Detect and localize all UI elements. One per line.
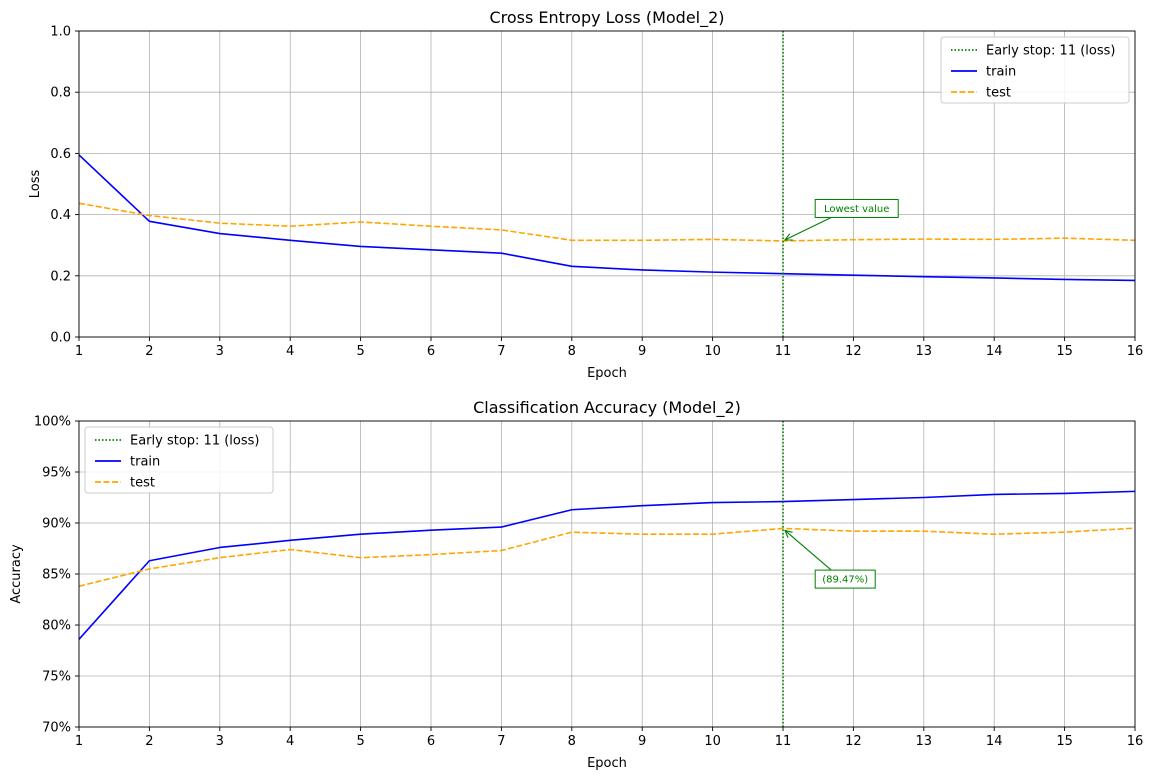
annotation-arrow bbox=[784, 529, 832, 571]
x-tick-label: 10 bbox=[704, 734, 721, 749]
x-tick-label: 15 bbox=[1056, 734, 1073, 749]
legend: Early stop: 11 (loss) train test bbox=[940, 36, 1130, 104]
x-tick-label: 13 bbox=[916, 734, 933, 749]
x-tick-label: 14 bbox=[986, 734, 1003, 749]
y-axis-label: Accuracy bbox=[9, 544, 24, 604]
x-tick-label: 9 bbox=[638, 734, 646, 749]
x-tick-label: 15 bbox=[1056, 344, 1073, 359]
y-tick-label: 0.2 bbox=[50, 269, 71, 284]
x-tick-label: 8 bbox=[568, 344, 576, 359]
x-tick-label: 3 bbox=[216, 734, 224, 749]
legend-item-test-label: test bbox=[130, 476, 155, 491]
x-tick-label: 6 bbox=[427, 344, 435, 359]
x-tick-label: 11 bbox=[775, 734, 792, 749]
y-tick-label: 100% bbox=[34, 415, 71, 430]
x-tick-label: 11 bbox=[775, 344, 792, 359]
x-tick-label: 3 bbox=[216, 344, 224, 359]
legend-item-early-stop-label: Early stop: 11 (loss) bbox=[986, 44, 1115, 59]
annotation-box bbox=[814, 198, 899, 218]
y-tick-label: 0.6 bbox=[50, 147, 71, 162]
x-tick-label: 16 bbox=[1127, 734, 1144, 749]
x-tick-label: 2 bbox=[145, 734, 153, 749]
x-tick-label: 4 bbox=[286, 734, 294, 749]
legend-item-train-label: train bbox=[986, 65, 1016, 80]
y-tick-label: 90% bbox=[42, 517, 71, 532]
x-tick-label: 2 bbox=[145, 344, 153, 359]
annotation-arrow bbox=[784, 216, 832, 241]
y-axis-label: Loss bbox=[28, 170, 43, 199]
x-tick-label: 1 bbox=[75, 344, 83, 359]
annotation-arrowhead bbox=[784, 529, 793, 538]
x-tick-label: 12 bbox=[845, 734, 862, 749]
x-tick-label: 5 bbox=[356, 344, 364, 359]
legend-item-early-stop-label: Early stop: 11 (loss) bbox=[130, 434, 259, 449]
x-tick-label: 9 bbox=[638, 344, 646, 359]
y-tick-label: 0.0 bbox=[50, 331, 71, 346]
x-tick-label: 12 bbox=[845, 344, 862, 359]
x-tick-label: 5 bbox=[356, 734, 364, 749]
series-line-train bbox=[78, 490, 1136, 640]
plot-frame bbox=[78, 30, 1136, 338]
chart-1: 1 2 3 4 5 6 7 8 9 10 11 12 13 14 15 160.00.20.40.60.81.… bbox=[28, 8, 1143, 381]
y-tick-label: 0.8 bbox=[50, 86, 71, 101]
x-axis-label: Epoch bbox=[587, 756, 627, 771]
x-tick-label: 13 bbox=[916, 344, 933, 359]
y-tick-label: 70% bbox=[42, 721, 71, 736]
x-tick-label: 14 bbox=[986, 344, 1003, 359]
x-tick-label: 7 bbox=[497, 734, 505, 749]
x-axis-label: Epoch bbox=[587, 366, 627, 381]
annotation-text: (89.47%) bbox=[822, 575, 868, 586]
y-tick-label: 75% bbox=[42, 670, 71, 685]
x-tick-label: 4 bbox=[286, 344, 294, 359]
y-tick-label: 80% bbox=[42, 619, 71, 634]
x-tick-label: 10 bbox=[704, 344, 721, 359]
chart-2: 1 2 3 4 5 6 7 8 9 10 11 12 13 14 15 1670%75%80%85%90%95… bbox=[9, 398, 1143, 771]
legend-item-train-label: train bbox=[130, 455, 160, 470]
series-line-test bbox=[78, 202, 1136, 242]
y-tick-label: 1.0 bbox=[50, 25, 71, 40]
legend-box bbox=[940, 36, 1130, 104]
legend: Early stop: 11 (loss) train test bbox=[84, 426, 274, 494]
x-tick-label: 6 bbox=[427, 734, 435, 749]
annotation-text: Lowest value bbox=[824, 204, 889, 215]
x-tick-label: 8 bbox=[568, 734, 576, 749]
series-line-train bbox=[78, 154, 1136, 282]
x-tick-label: 1 bbox=[75, 734, 83, 749]
y-tick-label: 85% bbox=[42, 568, 71, 583]
series-line-test bbox=[78, 527, 1136, 588]
y-tick-label: 95% bbox=[42, 466, 71, 481]
annotation-box bbox=[814, 569, 876, 589]
legend-item-test-label: test bbox=[986, 86, 1011, 101]
chart-title: Cross Entropy Loss (Model_2) bbox=[489, 8, 724, 28]
annotation-arrowhead bbox=[783, 233, 793, 241]
y-tick-label: 0.4 bbox=[50, 208, 71, 223]
x-tick-label: 16 bbox=[1127, 344, 1144, 359]
legend-box bbox=[84, 426, 274, 494]
x-tick-label: 7 bbox=[497, 344, 505, 359]
chart-title: Classification Accuracy (Model_2) bbox=[473, 398, 741, 418]
